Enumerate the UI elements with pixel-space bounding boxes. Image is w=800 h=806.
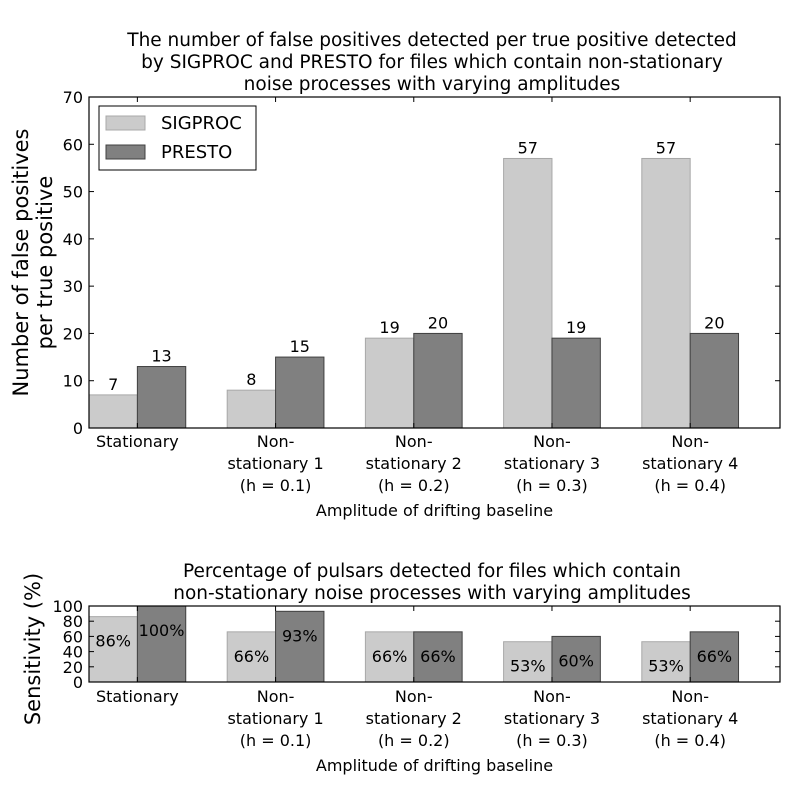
chart-title-line: Percentage of pulsars detected for files… (183, 561, 681, 582)
x-axis-label: Amplitude of drifting baseline (316, 501, 553, 520)
bar-presto-4 (551, 635, 601, 683)
x-tick-label: stationary 3 (504, 454, 600, 473)
bar-sigproc-2 (226, 631, 277, 683)
bar-sigproc-5 (641, 641, 691, 683)
y-tick-label: 60 (63, 135, 83, 154)
y-tick-label: 80 (63, 612, 83, 631)
x-tick-label: (h = 0.3) (516, 476, 588, 495)
bar-sigproc-4 (503, 157, 553, 429)
x-tick-label: (h = 0.4) (654, 731, 726, 750)
x-tick-label: Non- (257, 687, 295, 706)
x-tick-label: stationary 1 (227, 454, 323, 473)
x-tick-label: Non- (533, 687, 571, 706)
data-label: 53% (648, 657, 684, 676)
data-label: 8 (246, 370, 256, 389)
data-label: 19 (566, 318, 586, 337)
x-tick-label: Stationary (96, 432, 179, 451)
data-label: 100% (139, 621, 185, 640)
x-tick-label: Non- (395, 432, 433, 451)
x-tick-label: Non- (533, 432, 571, 451)
x-tick-label: stationary 3 (504, 709, 600, 728)
bar-presto-4 (551, 337, 601, 429)
y-tick-label: 100 (52, 597, 83, 616)
data-label: 7 (108, 375, 118, 394)
data-label: 93% (282, 626, 318, 645)
chart-title-line: by SIGPROC and PRESTO for files which co… (141, 52, 723, 73)
y-tick-label: 20 (63, 324, 83, 343)
plot-frame (88, 96, 781, 429)
data-label: 66% (234, 647, 270, 666)
y-axis-label: Sensitivity (%) (21, 573, 45, 725)
plot-frame (88, 605, 781, 683)
bar-presto-3 (413, 332, 463, 429)
bar-sigproc-3 (364, 337, 415, 429)
x-tick-label: (h = 0.1) (240, 476, 312, 495)
y-tick-label: 0 (73, 419, 83, 438)
bar-presto-5 (689, 631, 740, 683)
y-tick-label: 40 (63, 643, 83, 662)
legend: SIGPROC PRESTO (98, 105, 257, 171)
data-label: 66% (697, 647, 733, 666)
x-tick-label: stationary 4 (642, 709, 738, 728)
data-label: 66% (372, 647, 408, 666)
y-tick-label: 30 (63, 277, 83, 296)
data-label: 13 (151, 347, 171, 366)
bar-presto-2 (275, 356, 325, 429)
data-label: 20 (428, 313, 448, 332)
data-label: 15 (290, 337, 310, 356)
bar-sigproc-4 (503, 641, 553, 683)
x-tick-label: (h = 0.2) (378, 731, 450, 750)
x-tick-label: Non- (671, 687, 709, 706)
y-tick-label: 20 (63, 658, 83, 677)
x-tick-label: Non- (395, 687, 433, 706)
y-axis-label: Number of false positives (9, 129, 33, 397)
data-label: 86% (95, 632, 131, 651)
data-label: 53% (510, 657, 546, 676)
chart-title-line: non-stationary noise processes with vary… (173, 583, 691, 604)
x-tick-label: stationary 2 (366, 454, 462, 473)
bar-sigproc-5 (641, 157, 691, 429)
y-axis-label: per true positive (33, 176, 57, 350)
x-tick-label: (h = 0.4) (654, 476, 726, 495)
x-tick-label: (h = 0.1) (240, 731, 312, 750)
x-tick-label: stationary 1 (227, 709, 323, 728)
bar-presto-2 (275, 610, 325, 683)
bar-sigproc-1 (88, 394, 138, 429)
chart-title-line: The number of false positives detected p… (126, 30, 736, 51)
bar-presto-1 (136, 366, 187, 429)
bar-presto-1 (136, 605, 187, 683)
x-tick-label: (h = 0.2) (378, 476, 450, 495)
chart-title-line: noise processes with varying amplitudes (244, 74, 621, 95)
x-axis-label: Amplitude of drifting baseline (316, 756, 553, 775)
y-tick-label: 70 (63, 88, 83, 107)
x-tick-label: Stationary (96, 687, 179, 706)
legend-swatch-presto (105, 144, 146, 160)
data-label: 19 (379, 318, 399, 337)
data-label: 57 (656, 138, 676, 157)
x-tick-label: stationary 4 (642, 454, 738, 473)
y-tick-label: 40 (63, 230, 83, 249)
data-label: 60% (558, 651, 594, 670)
legend-label-sigproc: SIGPROC (161, 113, 242, 134)
bar-sigproc-2 (226, 389, 277, 429)
x-tick-label: Non- (257, 432, 295, 451)
legend-label-presto: PRESTO (161, 142, 232, 163)
bar-presto-5 (689, 332, 740, 429)
legend-swatch-sigproc (105, 115, 146, 131)
data-label: 57 (518, 138, 538, 157)
y-tick-label: 10 (63, 372, 83, 391)
chart-2: Percentage of pulsars detected for files… (21, 561, 781, 775)
y-tick-label: 0 (73, 673, 83, 692)
data-label: 66% (420, 647, 456, 666)
y-tick-label: 60 (63, 627, 83, 646)
x-tick-label: Non- (671, 432, 709, 451)
chart-1: The number of false positives detected p… (9, 30, 781, 520)
data-label: 20 (704, 313, 724, 332)
x-tick-label: (h = 0.3) (516, 731, 588, 750)
y-tick-label: 50 (63, 183, 83, 202)
x-tick-label: stationary 2 (366, 709, 462, 728)
